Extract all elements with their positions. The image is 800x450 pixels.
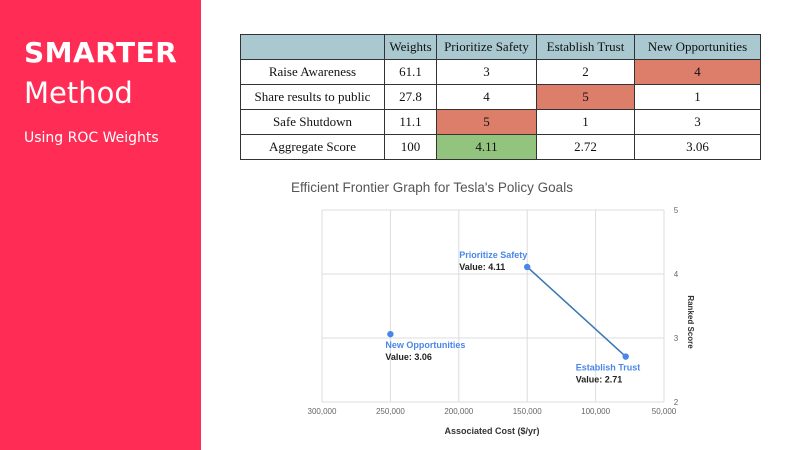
table-cell: 5 — [436, 109, 537, 135]
table-cell: 1 — [634, 84, 761, 110]
table-cell: 4 — [634, 59, 761, 85]
table-cell: 2.72 — [536, 134, 635, 160]
table-cell: 3 — [634, 109, 761, 135]
x-tick-label: 100,000 — [581, 407, 610, 416]
table-cell: 1 — [536, 109, 635, 135]
table-cell: 5 — [536, 84, 635, 110]
table-header-row: Weights Prioritize Safety Establish Trus… — [240, 34, 761, 60]
sidebar-panel: SMARTER Method Using ROC Weights — [0, 0, 201, 450]
x-axis-label: Associated Cost ($/yr) — [444, 426, 539, 436]
table-cell: 3.06 — [634, 134, 761, 160]
data-point — [622, 353, 629, 360]
data-point-label: New Opportunities — [385, 340, 465, 350]
table-cell: Safe Shutdown — [240, 109, 385, 135]
table-cell: Raise Awareness — [240, 59, 385, 85]
score-table: Weights Prioritize Safety Establish Trus… — [240, 34, 761, 160]
data-point — [387, 330, 394, 338]
data-point-value: Value: 3.06 — [385, 352, 432, 362]
table-cell: 61.1 — [384, 59, 437, 85]
efficient-frontier-chart: Efficient Frontier Graph for Tesla's Pol… — [291, 180, 695, 436]
table-header-cell: Establish Trust — [536, 34, 635, 60]
table-row: Share results to public 27.8 4 5 1 — [240, 84, 761, 110]
table-cell: 100 — [384, 134, 437, 160]
table-header-cell: Weights — [384, 34, 437, 60]
y-tick-label: 4 — [674, 270, 679, 279]
slide-title: SMARTER — [24, 36, 178, 69]
data-point — [524, 263, 531, 271]
table-cell: 11.1 — [384, 109, 437, 135]
table-cell: 4 — [436, 84, 537, 110]
frontier-line — [526, 266, 627, 358]
x-tick-label: 150,000 — [513, 407, 542, 416]
table-cell: 4.11 — [436, 134, 537, 160]
table-cell: Aggregate Score — [240, 134, 385, 160]
y-axis-label: Ranked Score — [686, 295, 695, 349]
data-point-label: Establish Trust — [576, 363, 641, 373]
slide-caption: Using ROC Weights — [24, 130, 159, 146]
x-tick-label: 50,000 — [652, 407, 677, 416]
slide-subtitle: Method — [24, 76, 133, 110]
data-point-label: Prioritize Safety — [459, 250, 527, 260]
x-tick-label: 250,000 — [376, 407, 405, 416]
chart-title: Efficient Frontier Graph for Tesla's Pol… — [291, 180, 573, 195]
y-tick-label: 3 — [674, 334, 679, 343]
x-tick-label: 200,000 — [444, 407, 473, 416]
table-header-cell — [240, 34, 385, 60]
data-point-value: Value: 2.71 — [576, 375, 623, 385]
y-tick-label: 5 — [674, 206, 679, 215]
table-cell: 2 — [536, 59, 635, 85]
table-cell: 3 — [436, 59, 537, 85]
data-point-value: Value: 4.11 — [459, 262, 505, 272]
table-header-cell: New Opportunities — [634, 34, 761, 60]
y-tick-label: 2 — [674, 398, 679, 407]
table-header-cell: Prioritize Safety — [436, 34, 537, 60]
table-cell: Share results to public — [240, 84, 385, 110]
table-row: Aggregate Score 100 4.11 2.72 3.06 — [240, 134, 761, 160]
table-row: Raise Awareness 61.1 3 2 4 — [240, 59, 761, 85]
x-tick-label: 300,000 — [308, 407, 337, 416]
table-row: Safe Shutdown 11.1 5 1 3 — [240, 109, 761, 135]
table-cell: 27.8 — [384, 84, 437, 110]
